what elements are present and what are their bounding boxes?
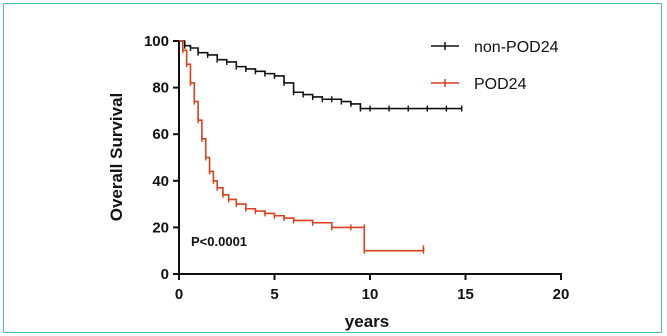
series-line-non-pod24 bbox=[179, 40, 462, 110]
axes: 0 5 10 15 20 0 20 40 60 80 100 bbox=[144, 33, 569, 303]
survival-chart: 0 5 10 15 20 0 20 40 60 80 100 non-POD24 POD24 P<0… bbox=[107, 33, 569, 331]
y-axis-title: Overall Survival bbox=[107, 93, 126, 222]
y-tick-label-20: 20 bbox=[152, 219, 169, 236]
y-tick-label-100: 100 bbox=[144, 33, 169, 50]
x-tick-label-10: 10 bbox=[362, 286, 379, 303]
chart-frame: 0 5 10 15 20 0 20 40 60 80 100 non-POD24 POD24 P<0… bbox=[3, 3, 662, 333]
legend: non-POD24 POD24 bbox=[431, 39, 559, 93]
legend-label-non-pod24: non-POD24 bbox=[474, 39, 559, 56]
series-layer bbox=[179, 40, 463, 254]
y-tick-label-40: 40 bbox=[152, 173, 169, 190]
x-tick-label-5: 5 bbox=[270, 286, 278, 303]
x-tick-label-15: 15 bbox=[457, 286, 474, 303]
y-tick-label-60: 60 bbox=[152, 126, 169, 143]
x-tick-label-0: 0 bbox=[175, 286, 183, 303]
series-line-pod24 bbox=[179, 40, 425, 252]
y-tick-label-0: 0 bbox=[161, 266, 169, 283]
x-axis-title: years bbox=[345, 312, 389, 331]
legend-label-pod24: POD24 bbox=[474, 76, 527, 93]
y-tick-label-80: 80 bbox=[152, 80, 169, 97]
p-value-annotation: P<0.0001 bbox=[191, 234, 247, 249]
x-tick-label-20: 20 bbox=[553, 286, 570, 303]
